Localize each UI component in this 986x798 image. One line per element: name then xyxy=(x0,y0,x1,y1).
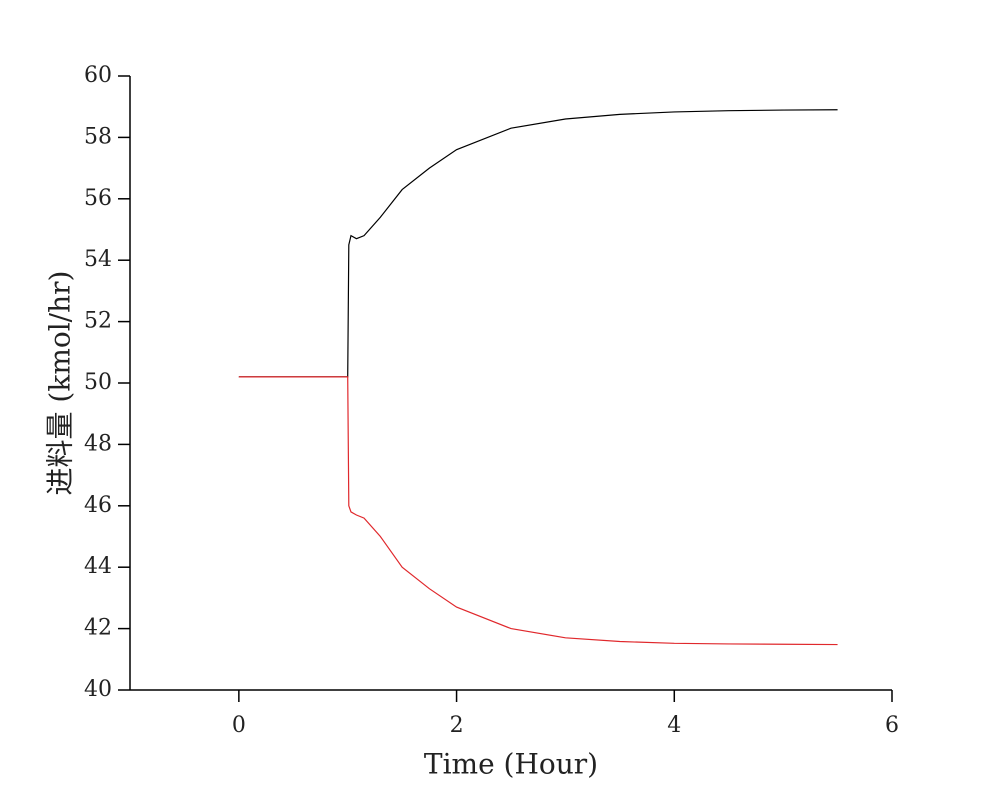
y-tick-label: 56 xyxy=(84,186,112,211)
y-tick-label: 42 xyxy=(84,616,112,641)
y-tick-label: 46 xyxy=(84,493,112,518)
y-tick-label: 48 xyxy=(84,431,112,456)
y-tick-label: 40 xyxy=(84,677,112,702)
y-tick-label: 44 xyxy=(84,554,112,579)
x-tick-label: 6 xyxy=(885,713,899,738)
y-axis-title: 进料量 (kmol/hr) xyxy=(44,271,77,496)
y-tick-label: 52 xyxy=(84,309,112,334)
series-line xyxy=(238,376,838,646)
x-tick-label: 4 xyxy=(667,713,681,738)
x-axis-title: Time (Hour) xyxy=(424,748,598,781)
y-tick-label: 58 xyxy=(84,124,112,149)
x-tick-label: 0 xyxy=(232,713,246,738)
y-tick-label: 54 xyxy=(84,247,112,272)
series-line xyxy=(238,109,838,378)
y-tick-label: 50 xyxy=(84,370,112,395)
y-tick-label: 60 xyxy=(84,63,112,88)
x-tick-label: 2 xyxy=(450,713,464,738)
